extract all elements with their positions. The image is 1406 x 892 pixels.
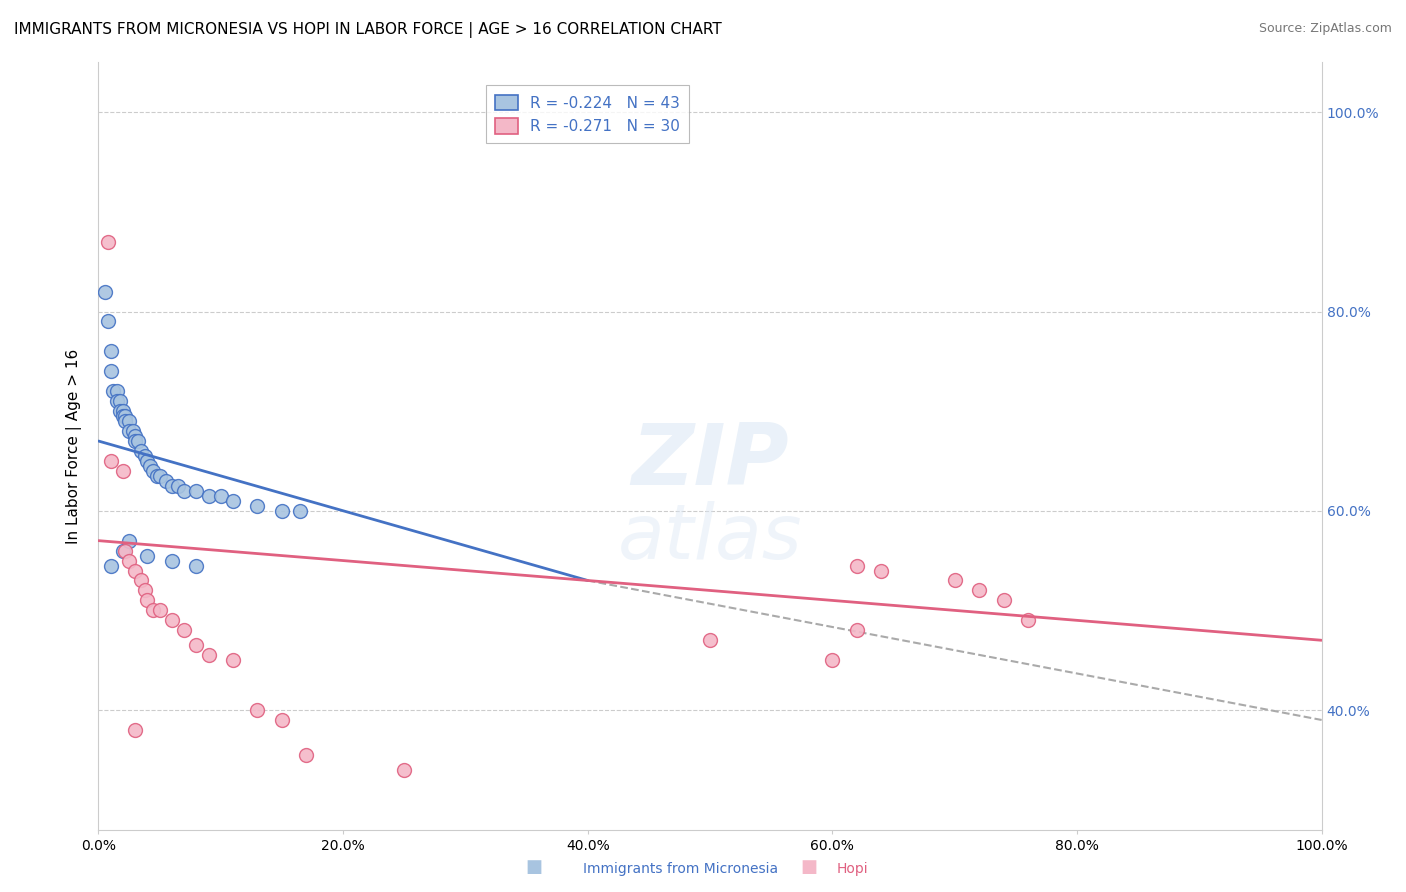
Text: Source: ZipAtlas.com: Source: ZipAtlas.com	[1258, 22, 1392, 36]
Point	[173, 483, 195, 498]
Point	[111, 464, 134, 478]
Point	[136, 454, 159, 468]
Point	[124, 564, 146, 578]
Point	[118, 533, 141, 548]
Text: Hopi: Hopi	[837, 862, 868, 876]
Point	[129, 444, 152, 458]
Point	[149, 469, 172, 483]
Point	[167, 479, 190, 493]
Point	[139, 458, 162, 473]
Point	[699, 633, 721, 648]
Point	[114, 409, 136, 423]
Point	[1017, 613, 1039, 627]
Point	[173, 624, 195, 638]
Point	[105, 394, 128, 409]
Point	[270, 504, 294, 518]
Text: ■: ■	[800, 858, 817, 876]
Point	[295, 747, 318, 762]
Text: IMMIGRANTS FROM MICRONESIA VS HOPI IN LABOR FORCE | AGE > 16 CORRELATION CHART: IMMIGRANTS FROM MICRONESIA VS HOPI IN LA…	[14, 22, 721, 38]
Point	[100, 454, 122, 468]
Point	[967, 583, 990, 598]
Legend: R = -0.224   N = 43, R = -0.271   N = 30: R = -0.224 N = 43, R = -0.271 N = 30	[486, 86, 689, 144]
Point	[821, 653, 844, 667]
Point	[142, 603, 165, 617]
Point	[100, 364, 122, 378]
Point	[118, 424, 141, 438]
Point	[110, 394, 132, 409]
Point	[943, 574, 966, 588]
Point	[129, 574, 152, 588]
Text: atlas: atlas	[617, 501, 803, 575]
Text: ZIP: ZIP	[631, 420, 789, 503]
Point	[186, 558, 208, 573]
Point	[118, 553, 141, 567]
Y-axis label: In Labor Force | Age > 16: In Labor Force | Age > 16	[66, 349, 83, 543]
Point	[111, 409, 134, 423]
Point	[146, 469, 169, 483]
Point	[114, 543, 136, 558]
Point	[149, 603, 172, 617]
Point	[870, 564, 893, 578]
Point	[160, 553, 183, 567]
Point	[124, 434, 146, 448]
Point	[134, 449, 156, 463]
Text: ■: ■	[526, 858, 543, 876]
Point	[186, 638, 208, 652]
Point	[197, 648, 219, 663]
Point	[101, 384, 124, 399]
Point	[114, 414, 136, 428]
Point	[100, 558, 122, 573]
Point	[845, 558, 868, 573]
Point	[270, 713, 294, 727]
Point	[111, 404, 134, 418]
Point	[124, 723, 146, 737]
Point	[845, 624, 868, 638]
Text: Immigrants from Micronesia: Immigrants from Micronesia	[583, 862, 779, 876]
Point	[105, 384, 128, 399]
Point	[121, 424, 143, 438]
Point	[222, 493, 245, 508]
Point	[246, 703, 269, 717]
Point	[118, 414, 141, 428]
Point	[97, 314, 120, 328]
Point	[111, 543, 134, 558]
Point	[136, 549, 159, 563]
Point	[209, 489, 232, 503]
Point	[246, 499, 269, 513]
Point	[110, 404, 132, 418]
Point	[197, 489, 219, 503]
Point	[993, 593, 1015, 607]
Point	[160, 479, 183, 493]
Point	[124, 429, 146, 443]
Point	[127, 434, 149, 448]
Point	[134, 583, 156, 598]
Point	[100, 344, 122, 359]
Point	[290, 504, 312, 518]
Point	[93, 285, 115, 299]
Point	[186, 483, 208, 498]
Point	[160, 613, 183, 627]
Point	[97, 235, 120, 249]
Point	[136, 593, 159, 607]
Point	[142, 464, 165, 478]
Point	[222, 653, 245, 667]
Point	[392, 763, 416, 777]
Point	[155, 474, 177, 488]
